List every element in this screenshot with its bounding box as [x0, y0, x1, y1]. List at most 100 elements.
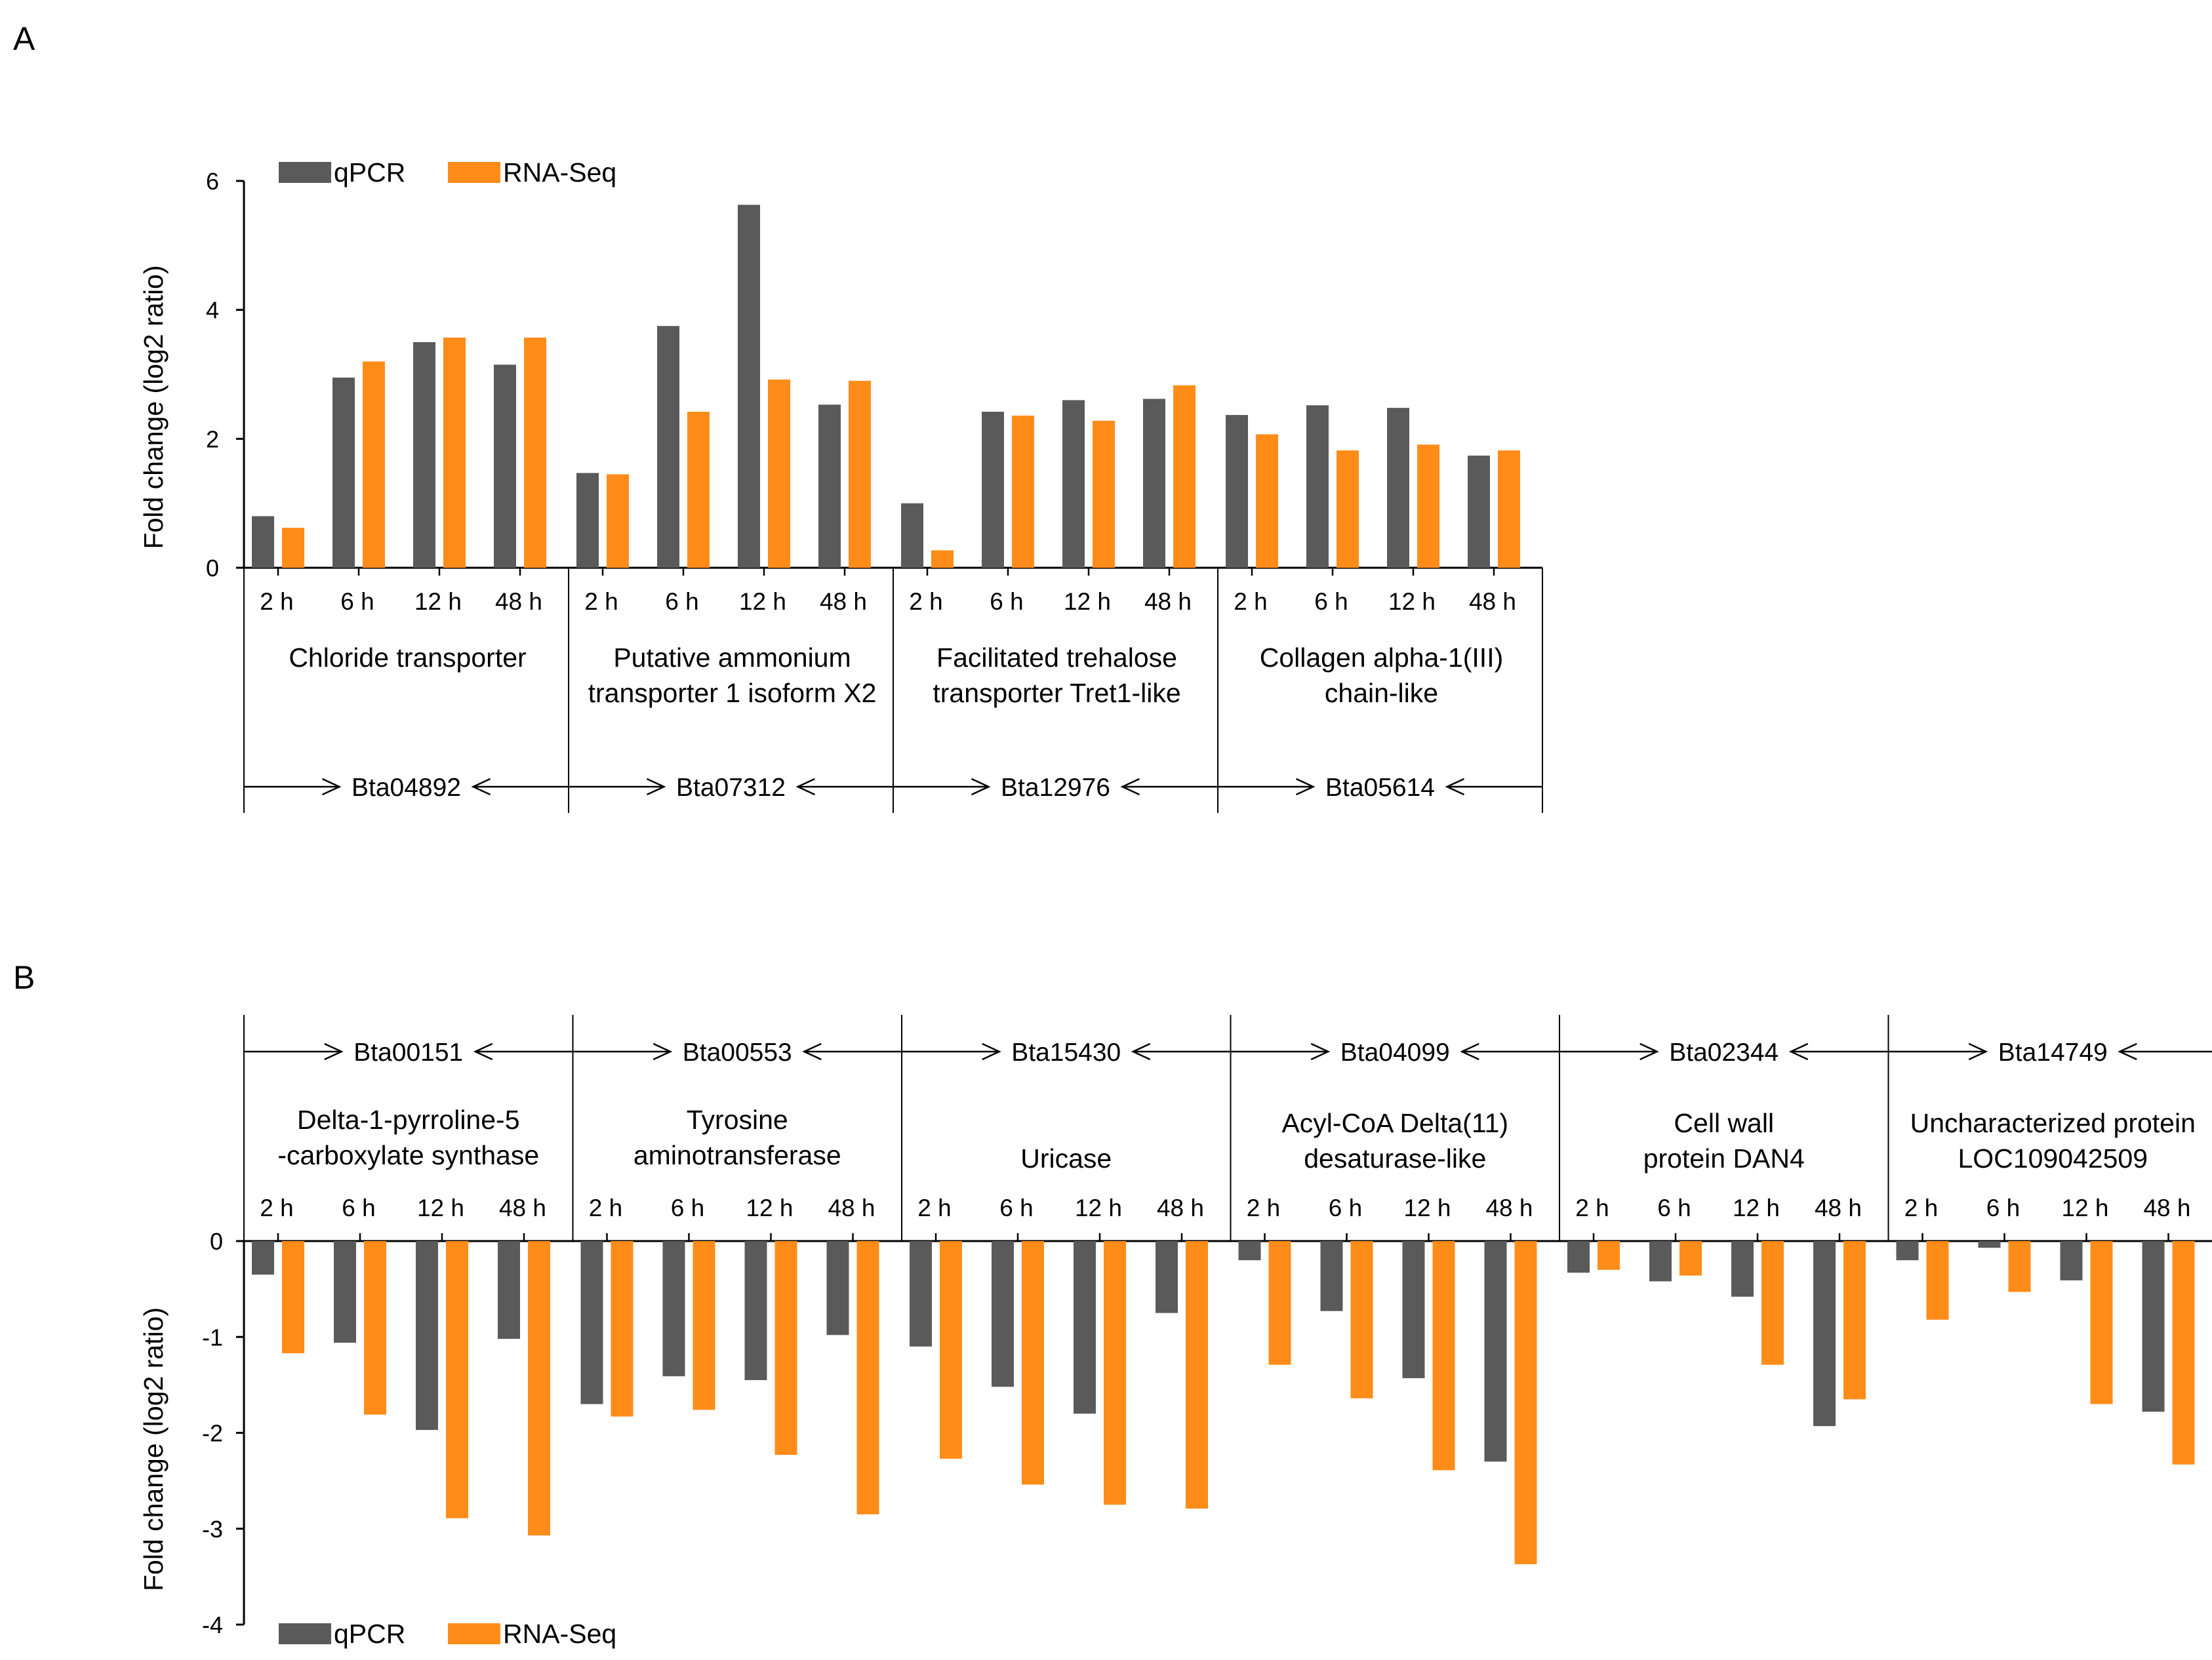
- a-group-arrowhead-left: [971, 778, 991, 796]
- a-timepoint-label: 2 h: [584, 588, 618, 615]
- b-bar-qpcr: [1156, 1241, 1178, 1313]
- a-gene-description: transporter Tret1-like: [933, 678, 1180, 708]
- b-bar-qpcr: [1731, 1241, 1754, 1297]
- b-gene-description: Cell wall: [1674, 1108, 1774, 1138]
- b-group-arrowhead-left: [1639, 1042, 1659, 1061]
- a-bar-rnaseq: [768, 379, 790, 568]
- b-gene-description: Acyl-CoA Delta(11): [1281, 1108, 1508, 1138]
- b-gene-description: Uricase: [1020, 1143, 1112, 1174]
- a-bar-qpcr: [252, 516, 274, 568]
- a-y-tick-label: 0: [206, 555, 219, 582]
- b-bar-rnaseq: [2008, 1241, 2031, 1292]
- b-group-arrowhead-right: [1131, 1042, 1151, 1061]
- b-timepoint-label: 48 h: [499, 1195, 546, 1221]
- a-bar-qpcr: [1143, 399, 1165, 568]
- b-timepoint-label: 48 h: [1485, 1195, 1533, 1221]
- b-bar-rnaseq: [1761, 1241, 1784, 1365]
- b-bar-qpcr: [498, 1241, 520, 1339]
- a-bar-rnaseq: [1417, 445, 1439, 568]
- b-timepoint-label: 12 h: [2061, 1195, 2108, 1221]
- a-gene-description: Chloride transporter: [289, 642, 526, 673]
- b-timepoint-label: 12 h: [1075, 1195, 1122, 1221]
- b-timepoint-label: 2 h: [1575, 1195, 1609, 1221]
- a-bar-qpcr: [576, 473, 599, 568]
- a-bar-qpcr: [818, 405, 841, 568]
- a-bar-qpcr: [738, 205, 760, 568]
- a-timepoint-label: 2 h: [909, 588, 942, 615]
- b-bar-rnaseq: [1350, 1241, 1373, 1398]
- b-bar-qpcr: [416, 1241, 438, 1431]
- a-timepoint-label: 48 h: [820, 588, 867, 615]
- b-y-tick-label: -4: [202, 1611, 223, 1638]
- b-group-arrowhead-right: [473, 1042, 493, 1061]
- a-bar-qpcr: [1226, 414, 1248, 568]
- a-gene-description: chain-like: [1325, 678, 1438, 708]
- b-timepoint-label: 2 h: [260, 1195, 293, 1221]
- a-bar-rnaseq: [1337, 450, 1359, 568]
- b-y-tick-label: -1: [202, 1324, 223, 1351]
- a-gene-description: transporter 1 isoform X2: [588, 678, 877, 708]
- b-group-arrowhead-left: [982, 1042, 1001, 1061]
- b-bar-qpcr: [1896, 1241, 1919, 1261]
- b-bar-rnaseq: [1598, 1241, 1620, 1270]
- b-bar-qpcr: [1402, 1241, 1425, 1379]
- a-bar-rnaseq: [607, 474, 629, 568]
- b-timepoint-label: 6 h: [999, 1195, 1033, 1221]
- b-bar-qpcr: [334, 1241, 356, 1343]
- b-bar-qpcr: [580, 1241, 603, 1404]
- a-bar-qpcr: [1387, 408, 1409, 568]
- a-group-arrowhead-right: [1120, 778, 1140, 796]
- b-timepoint-label: 12 h: [417, 1195, 464, 1221]
- b-timepoint-label: 48 h: [2143, 1195, 2190, 1221]
- b-bar-rnaseq: [446, 1241, 468, 1518]
- b-legend-label-rnaseq: RNA-Seq: [503, 1619, 616, 1649]
- b-bar-qpcr: [252, 1241, 274, 1275]
- a-bar-rnaseq: [931, 550, 954, 568]
- a-timepoint-label: 6 h: [990, 588, 1023, 615]
- a-legend-label-rnaseq: RNA-Seq: [503, 157, 616, 188]
- b-bar-qpcr: [1238, 1241, 1261, 1261]
- b-bar-rnaseq: [528, 1241, 550, 1535]
- b-bar-rnaseq: [611, 1241, 633, 1417]
- b-bar-qpcr: [1567, 1241, 1590, 1273]
- a-bar-qpcr: [494, 365, 516, 568]
- a-timepoint-label: 48 h: [1469, 588, 1516, 615]
- b-gene-description: LOC109042509: [1958, 1143, 2148, 1174]
- b-gene-description: Delta-1-pyrroline-5: [297, 1105, 520, 1135]
- b-group-gene-label: Bta00553: [683, 1038, 792, 1067]
- a-y-tick-label: 2: [206, 425, 219, 452]
- a-bar-rnaseq: [1498, 450, 1520, 568]
- b-gene-description: -carboxylate synthase: [277, 1140, 539, 1170]
- b-group-arrowhead-right: [802, 1042, 822, 1061]
- b-timepoint-label: 48 h: [1157, 1195, 1204, 1221]
- b-bar-rnaseq: [2090, 1241, 2113, 1404]
- b-bar-qpcr: [992, 1241, 1014, 1387]
- a-gene-description: Putative ammonium: [613, 642, 851, 673]
- b-gene-description: Uncharacterized protein: [1910, 1108, 2196, 1138]
- b-group-arrowhead-left: [1968, 1042, 1988, 1061]
- b-group-gene-label: Bta15430: [1011, 1038, 1121, 1067]
- b-y-axis-label: Fold change (log2 ratio): [138, 1307, 169, 1591]
- a-legend-swatch-qpcr: [279, 162, 331, 183]
- a-y-tick-label: 6: [206, 168, 219, 195]
- b-bar-qpcr: [910, 1241, 932, 1347]
- a-bar-rnaseq: [1256, 434, 1278, 568]
- b-bar-rnaseq: [774, 1241, 797, 1455]
- a-bar-rnaseq: [443, 337, 466, 568]
- a-timepoint-label: 48 h: [495, 588, 542, 615]
- a-bar-qpcr: [901, 503, 923, 568]
- b-bar-qpcr: [744, 1241, 767, 1381]
- b-bar-rnaseq: [1268, 1241, 1291, 1365]
- a-bar-rnaseq: [282, 528, 304, 568]
- a-bar-qpcr: [1306, 405, 1329, 568]
- b-bar-qpcr: [1649, 1241, 1672, 1282]
- b-timepoint-label: 6 h: [1986, 1195, 2020, 1221]
- panel-b-label: B: [13, 959, 35, 996]
- b-timepoint-label: 6 h: [342, 1195, 375, 1221]
- a-group-gene-label: Bta04892: [352, 774, 461, 802]
- b-group-arrowhead-right: [1460, 1042, 1479, 1061]
- a-bar-rnaseq: [849, 380, 871, 568]
- panel-a-label: A: [13, 20, 35, 57]
- b-bar-qpcr: [1978, 1241, 2001, 1248]
- b-bar-rnaseq: [1432, 1241, 1455, 1471]
